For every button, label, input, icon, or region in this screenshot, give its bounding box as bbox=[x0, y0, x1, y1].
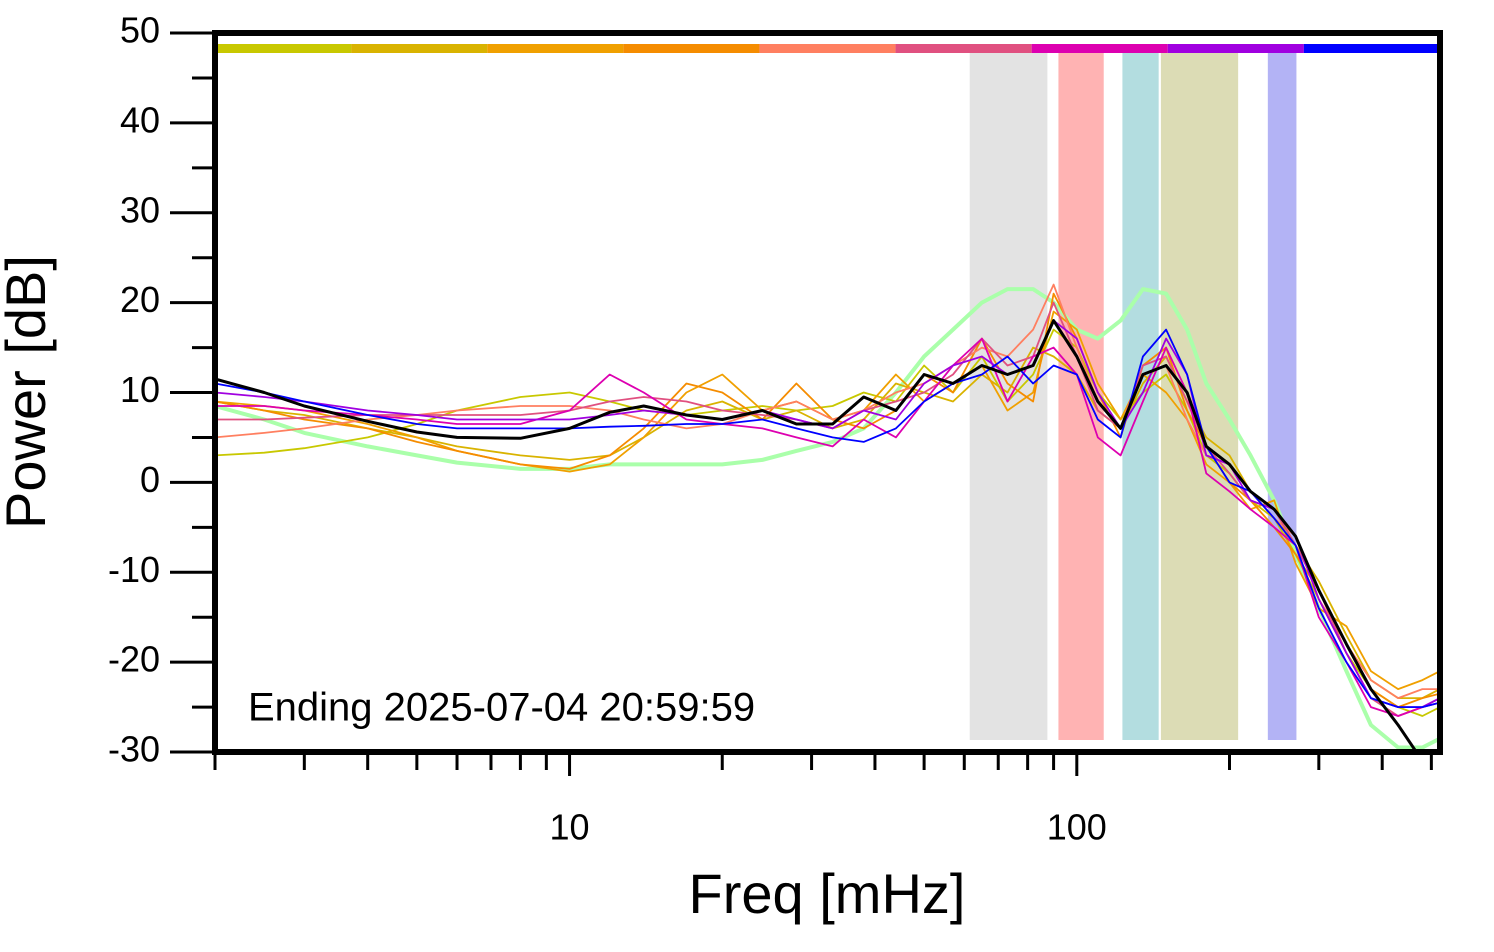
y-tick-label: -20 bbox=[108, 639, 160, 680]
color-bar-segment bbox=[1031, 44, 1168, 53]
color-bar-segment bbox=[351, 44, 488, 53]
x-axis-label: Freq [mHz] bbox=[689, 862, 966, 925]
color-bar-segment bbox=[623, 44, 760, 53]
color-bar-segment bbox=[759, 44, 896, 53]
line bbox=[215, 346, 1440, 699]
shaded-band bbox=[1160, 53, 1239, 740]
line bbox=[215, 301, 1440, 717]
color-bar-segment bbox=[895, 44, 1032, 53]
line bbox=[215, 328, 1440, 708]
annotation: Ending 2025-07-04 20:59:59 bbox=[248, 686, 755, 730]
line bbox=[215, 319, 1419, 752]
y-tick-label: 20 bbox=[120, 279, 160, 320]
color-bar-segment bbox=[1167, 44, 1304, 53]
y-tick-label: 10 bbox=[120, 369, 160, 410]
shaded-band bbox=[1267, 53, 1297, 740]
line bbox=[215, 337, 1440, 717]
line bbox=[215, 287, 1440, 750]
line bbox=[215, 328, 1440, 717]
y-tick-label: 30 bbox=[120, 189, 160, 230]
y-tick-label: -10 bbox=[108, 549, 160, 590]
x-tick-label: 100 bbox=[1047, 807, 1107, 848]
color-bar-segment bbox=[215, 44, 352, 53]
line bbox=[215, 310, 1440, 690]
y-tick-label: 0 bbox=[140, 459, 160, 500]
line bbox=[215, 292, 1440, 708]
y-tick-label: 40 bbox=[120, 99, 160, 140]
x-tick-label: 10 bbox=[550, 807, 590, 848]
y-tick-label: 50 bbox=[120, 10, 160, 51]
y-tick-label: -30 bbox=[108, 729, 160, 770]
y-axis-label: Power [dB] bbox=[0, 255, 57, 529]
color-bar-segment bbox=[1303, 44, 1440, 53]
color-bar-segment bbox=[487, 44, 624, 53]
plot-frame bbox=[212, 30, 1443, 755]
shaded-band bbox=[969, 53, 1048, 740]
line bbox=[215, 283, 1440, 699]
